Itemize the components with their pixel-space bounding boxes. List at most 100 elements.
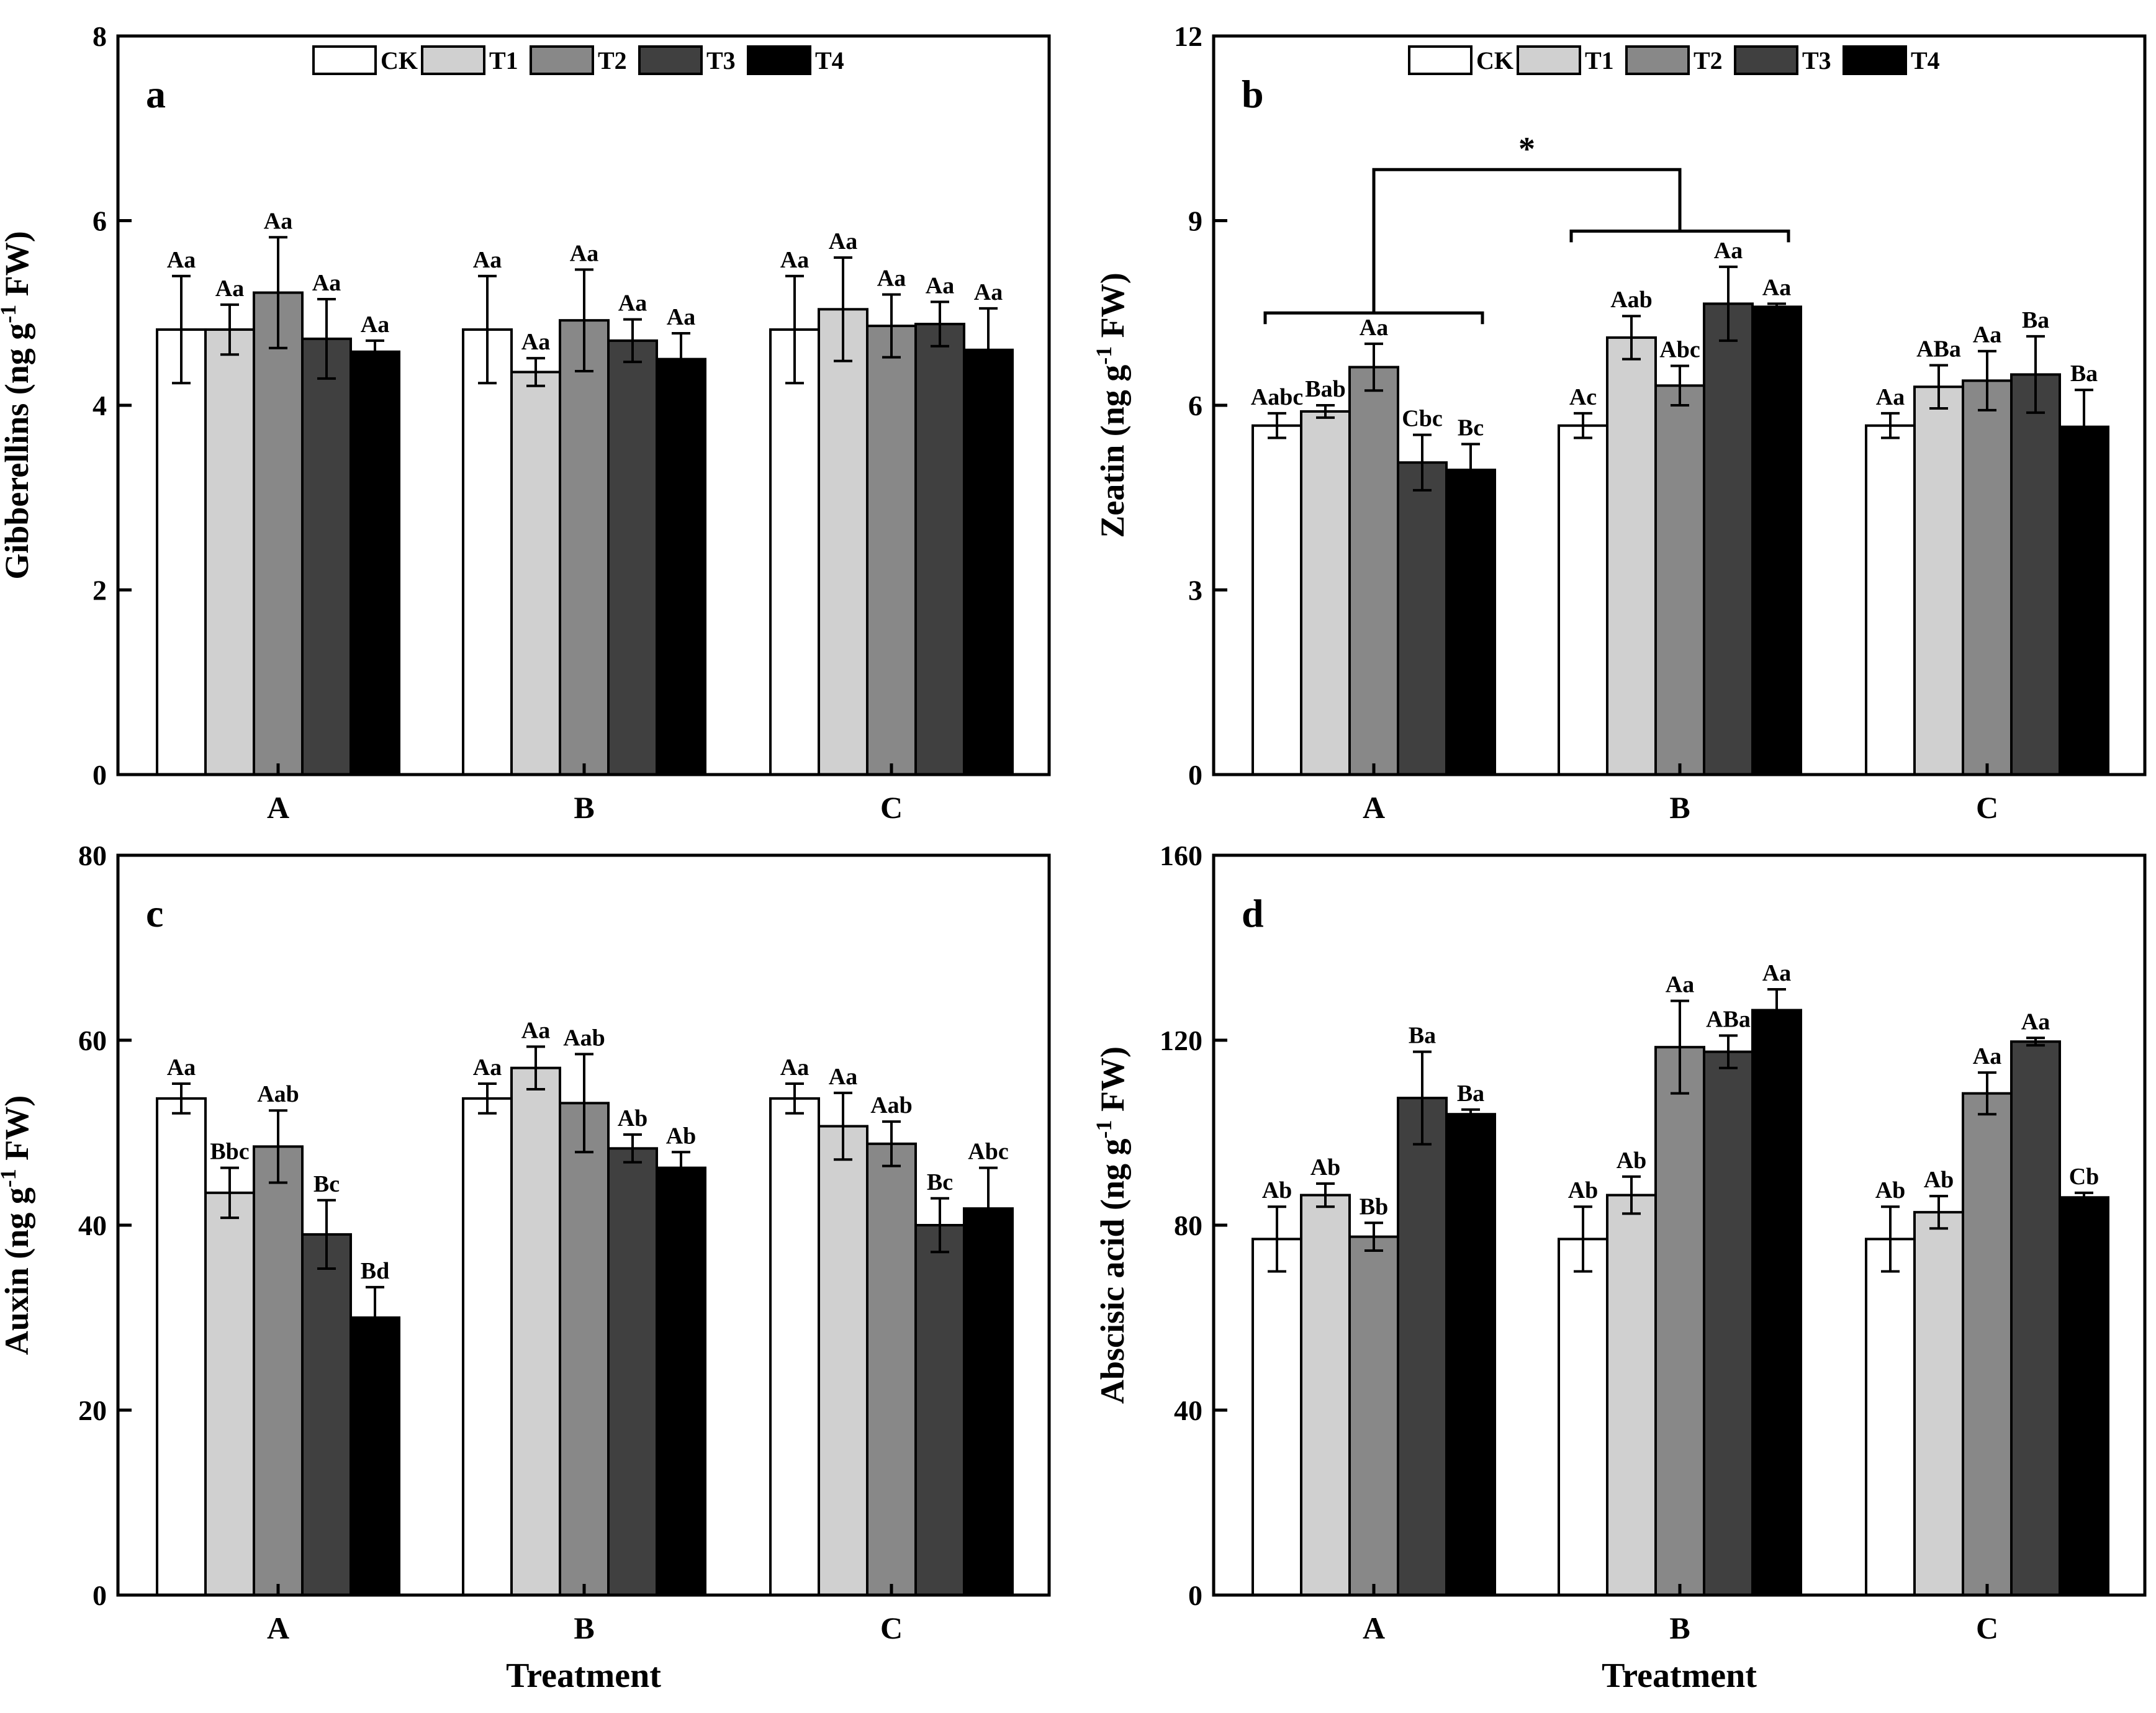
error-bar-d-C-CK [1881,1205,1900,1273]
bar-a-C-T4 [963,348,1014,776]
significance-label-d-B-T3: ABa [1706,1007,1751,1033]
x-category-label-a-C: C [880,790,903,825]
legend-label-T3: T3 [706,47,736,74]
bar-a-B-T1 [510,371,561,776]
error-bar-d-A-CK [1268,1205,1286,1273]
error-bar-d-C-T2 [1978,1071,1996,1116]
x-category-label-d-C: C [1976,1611,1998,1645]
error-bar-d-C-T1 [1929,1195,1948,1230]
x-category-label-d-B: B [1669,1611,1690,1645]
error-bar-c-A-CK [172,1082,191,1115]
error-bar-a-B-T3 [623,318,642,364]
error-bar-c-A-T3 [317,1198,336,1270]
y-tick-label-d: 0 [1188,1580,1202,1611]
significance-label-d-B-T1: Ab [1617,1148,1647,1174]
significance-label-b-A-T4: Bc [1458,415,1484,441]
legend-label-T3: T3 [1802,47,1831,74]
bar-c-C-T3 [914,1224,965,1596]
significance-label-a-A-T3: Aa [312,270,341,296]
x-category-label-a-A: A [267,790,289,825]
y-tick-label-c: 20 [78,1395,107,1426]
x-category-label-b-A: A [1363,790,1385,825]
error-bar-d-A-T3 [1413,1050,1432,1146]
significance-label-a-A-T4: Aa [361,312,389,338]
error-bar-b-A-CK [1268,411,1286,439]
error-bar-c-A-T4 [366,1285,384,1350]
significance-label-a-C-T2: Aa [877,266,906,292]
error-bar-d-C-T3 [2026,1036,2045,1047]
bar-b-C-CK [1865,424,1916,776]
bar-c-B-T2 [559,1102,610,1596]
legend-label-CK: CK [381,47,418,74]
y-tick-label-d: 40 [1174,1395,1202,1426]
y-tick-label-b: 6 [1188,390,1202,421]
legend-label-T1: T1 [489,47,518,74]
bar-d-B-T1 [1606,1194,1657,1596]
legend-swatch-T2 [530,45,594,75]
error-bar-a-C-T1 [834,256,852,362]
error-bar-c-A-T1 [220,1166,239,1220]
y-axis-label-unit: FW) [0,1095,35,1169]
x-category-label-c-A: A [267,1611,289,1645]
significance-label-b-C-CK: Aa [1876,384,1905,410]
error-bar-b-A-T4 [1461,443,1480,497]
significance-label-d-A-T1: Ab [1310,1154,1341,1180]
significance-label-b-A-T3: Cbc [1402,406,1442,432]
significance-label-c-A-T4: Bd [361,1258,389,1284]
y-tick-label-d: 160 [1160,840,1202,871]
y-axis-label-text: Auxin (ng g [0,1187,35,1355]
error-bar-a-B-CK [478,274,497,385]
legend-label-T2: T2 [1694,47,1723,74]
chart-panel-b: Aabc Ac Aa Bab Aab ABa Aa Abc Aa Cbc Aa Ba Bc Aa Ba 0 3 6… [1091,20,2147,825]
significance-label-a-A-T1: Aa [215,276,244,302]
error-bar-d-B-T2 [1671,999,1689,1095]
y-tick-label-b: 3 [1188,575,1202,606]
bar-c-A-CK [156,1097,207,1596]
bracket-comparison [1372,168,1682,313]
significance-label-a-B-T1: Aa [521,329,550,355]
legend-swatch-CK [1408,45,1473,75]
error-bar-c-B-T3 [623,1133,642,1164]
significance-label-b-C-T1: ABa [1916,336,1961,362]
y-axis-label-superscript: -1 [1091,1120,1116,1138]
significance-label-b-C-T4: Ba [2070,361,2098,387]
error-bar-d-B-T3 [1719,1034,1738,1069]
error-bar-b-A-T3 [1413,433,1432,492]
y-tick-label-b: 0 [1188,759,1202,791]
significance-label-a-B-T2: Aa [570,240,598,266]
bar-c-A-T1 [204,1191,255,1596]
bar-d-B-T4 [1751,1009,1802,1596]
bar-a-C-CK [769,328,820,776]
error-bar-b-B-CK [1574,411,1592,439]
bracket-group-b [1569,229,1790,243]
y-axis-label-text: Gibberellins (ng g [0,323,35,580]
y-tick-label-a: 2 [92,575,107,606]
error-bar-c-B-T2 [575,1053,593,1154]
bar-a-C-T1 [818,308,868,776]
panel-letter-a: a [146,72,166,116]
legend-label-T1: T1 [1585,47,1614,74]
bar-c-B-T1 [510,1066,561,1596]
bar-b-C-T4 [2059,425,2109,776]
y-tick-label-d: 120 [1160,1025,1202,1056]
error-bar-d-C-T4 [2075,1191,2093,1203]
significance-label-a-B-T3: Aa [618,290,647,317]
y-tick-label-b: 12 [1174,20,1202,52]
bar-b-B-T3 [1703,302,1754,776]
significance-asterisk: * [1518,130,1535,168]
significance-label-a-C-T3: Aa [926,272,954,299]
bar-d-A-T1 [1300,1194,1351,1596]
legend-label-T4: T4 [815,47,844,74]
x-category-label-c-C: C [880,1611,903,1645]
y-tick-label-c: 0 [92,1580,107,1611]
significance-label-d-A-T2: Bb [1360,1194,1388,1220]
chart-panel-d: Ab Ab Ab Ab Ab Ab Bb Aa Aa Ba ABa Aa Ba Aa Cb 0 40 80 120 1… [1091,840,2147,1695]
legend-swatch-T3 [1734,45,1798,75]
y-tick-label-a: 6 [92,205,107,237]
significance-label-a-C-T1: Aa [829,228,857,254]
bar-b-A-T2 [1348,366,1399,776]
bar-b-B-T2 [1654,384,1705,776]
significance-label-b-A-CK: Aabc [1251,384,1303,410]
error-bar-a-A-T4 [366,339,384,364]
legend-label-T2: T2 [598,47,627,74]
